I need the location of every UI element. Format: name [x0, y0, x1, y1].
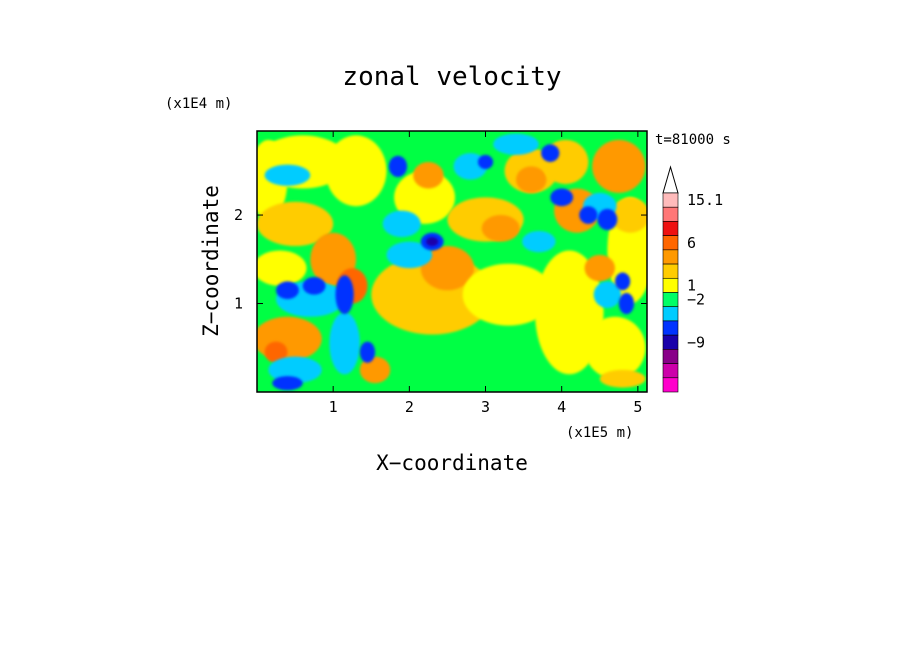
contour-blob	[550, 188, 574, 207]
contour-blob	[584, 316, 646, 379]
colorbar-swatch	[662, 249, 679, 265]
contour-blob	[618, 292, 635, 315]
y-scale-label: (x1E4 m)	[165, 96, 232, 112]
colorbar-swatch	[662, 320, 679, 336]
chart-title: zonal velocity	[342, 62, 561, 92]
y-axis-ticks: 12	[234, 206, 647, 313]
contour-blob	[386, 241, 433, 269]
colorbar-label: 1	[687, 276, 696, 294]
contour-blob	[481, 215, 520, 242]
contour-blob	[592, 139, 646, 193]
colorbar-swatch	[662, 263, 679, 279]
contour-blob	[394, 170, 456, 224]
colorbar-swatch	[662, 306, 679, 322]
contour-blob	[522, 230, 556, 253]
contour-blob	[268, 356, 322, 384]
colorbar-swatch	[662, 292, 679, 308]
x-tick-label: 3	[481, 398, 490, 416]
x-tick-label: 1	[329, 398, 338, 416]
x-axis-label: X−coordinate	[376, 451, 528, 475]
colorbar-swatch	[662, 349, 679, 364]
x-axis-ticks: 1 2 3 4 5	[329, 131, 642, 416]
colorbar-label: −2	[687, 291, 705, 309]
colorbar-swatch	[662, 206, 679, 222]
time-label: t=81000 s	[655, 132, 731, 148]
contour-blob	[599, 369, 646, 388]
contour-blob	[257, 201, 334, 247]
x-scale-label: (x1E5 m)	[566, 425, 633, 441]
colorbar-overflow-triangle	[662, 165, 679, 194]
colorbar-label: 6	[687, 234, 696, 252]
contour-blob	[541, 144, 560, 162]
contour-blob	[359, 341, 376, 363]
contour-blob	[584, 254, 616, 282]
x-tick-label: 2	[405, 398, 414, 416]
contour-field	[257, 131, 647, 392]
colorbar-label: 15.1	[687, 191, 723, 209]
contour-blob	[329, 312, 360, 375]
contour-blob	[611, 197, 647, 233]
contour-blob	[264, 164, 311, 186]
colorbar: 15.1 6 1−2 −9	[662, 165, 723, 393]
y-tick-label: 1	[234, 295, 243, 313]
colorbar-label: −9	[687, 333, 705, 351]
contour-blob	[426, 237, 439, 247]
contour-blob	[593, 281, 622, 308]
contour-blob	[515, 166, 547, 193]
contour-blob	[257, 250, 307, 286]
colorbar-swatch	[662, 334, 679, 350]
y-axis-label: Z−coordinate	[199, 185, 223, 337]
colorbar-swatch	[662, 277, 679, 293]
contour-blob	[325, 135, 387, 207]
contour-blob	[388, 155, 408, 178]
colorbar-swatch	[662, 235, 679, 251]
colorbar-swatch	[662, 192, 679, 208]
contour-blob	[276, 281, 299, 300]
contour-blob	[382, 210, 421, 238]
colorbar-swatch	[662, 221, 679, 236]
contour-blob	[462, 263, 555, 326]
plot-frame	[256, 130, 648, 393]
colorbar-swatch	[662, 377, 679, 393]
colorbar-swatch	[662, 363, 679, 379]
contour-blob	[264, 341, 288, 363]
x-tick-label: 5	[633, 398, 642, 416]
contour-blob	[413, 161, 444, 189]
contour-blob	[302, 276, 326, 295]
contour-blob	[359, 356, 391, 384]
contour-blob	[493, 133, 539, 155]
contour-blob	[257, 316, 322, 362]
contour-blob	[477, 154, 494, 170]
contour-blob	[272, 376, 303, 391]
contour-blob	[579, 206, 598, 224]
contour-blob	[615, 272, 631, 291]
x-tick-label: 4	[557, 398, 566, 416]
contour-blob	[420, 246, 475, 291]
y-tick-label: 2	[234, 206, 243, 224]
contour-blob	[335, 275, 354, 315]
contour-blob	[597, 208, 618, 231]
